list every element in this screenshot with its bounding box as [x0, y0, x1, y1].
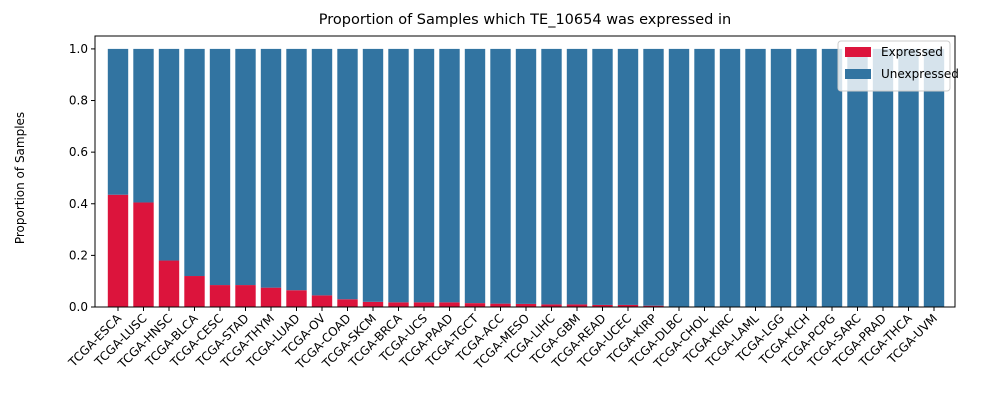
- bar-unexpressed-tcga-hnsc: [158, 48, 180, 261]
- y-tick-label: 0.8: [69, 94, 88, 108]
- legend-swatch-expressed: [845, 47, 871, 57]
- bar-expressed-tcga-brca: [388, 302, 409, 307]
- bar-expressed-tcga-blca: [184, 276, 205, 307]
- bar-expressed-tcga-skcm: [362, 301, 384, 307]
- bar-unexpressed-tcga-uvm: [923, 48, 945, 308]
- bar-expressed-tcga-thym: [260, 287, 282, 307]
- bar-unexpressed-tcga-kich: [796, 48, 817, 308]
- legend: Expressed Unexpressed: [837, 40, 959, 92]
- bar-unexpressed-tcga-read: [592, 48, 613, 305]
- bar-expressed-tcga-ov: [311, 295, 333, 307]
- bar-unexpressed-tcga-cesc: [209, 48, 231, 286]
- bar-expressed-tcga-acc: [490, 303, 511, 307]
- bar-expressed-tcga-ucs: [413, 302, 435, 307]
- bar-unexpressed-tcga-chol: [694, 48, 715, 308]
- bar-unexpressed-tcga-acc: [490, 48, 511, 304]
- bar-expressed-tcga-tgct: [464, 303, 486, 307]
- bar-expressed-tcga-lusc: [133, 202, 154, 307]
- bar-expressed-tcga-gbm: [566, 304, 588, 307]
- bar-expressed-tcga-kirp: [643, 305, 664, 307]
- bar-unexpressed-tcga-coad: [337, 48, 358, 300]
- bar-unexpressed-tcga-ucec: [617, 48, 639, 305]
- bar-unexpressed-tcga-luad: [286, 48, 307, 291]
- bar-unexpressed-tcga-pcpg: [821, 48, 843, 308]
- bar-unexpressed-tcga-thca: [898, 48, 919, 308]
- bar-unexpressed-tcga-tgct: [464, 48, 486, 304]
- chart-title: Proportion of Samples which TE_10654 was…: [319, 12, 731, 28]
- bar-unexpressed-tcga-blca: [184, 48, 205, 277]
- bar-expressed-tcga-lihc: [541, 304, 562, 307]
- bar-unexpressed-tcga-gbm: [566, 48, 588, 305]
- bar-unexpressed-tcga-lusc: [133, 48, 154, 203]
- y-tick-label: 0.0: [69, 300, 88, 314]
- bar-unexpressed-tcga-kirp: [643, 48, 664, 306]
- bar-expressed-tcga-ucec: [617, 304, 639, 307]
- legend-label-unexpressed: Unexpressed: [881, 67, 959, 81]
- bar-expressed-tcga-read: [592, 304, 613, 307]
- bar-expressed-tcga-meso: [515, 303, 537, 307]
- bar-expressed-tcga-stad: [235, 285, 256, 307]
- bar-expressed-tcga-hnsc: [158, 260, 180, 307]
- bar-expressed-tcga-cesc: [209, 285, 231, 307]
- bars-group: [107, 48, 945, 308]
- bar-expressed-tcga-coad: [337, 299, 358, 307]
- y-tick-label: 0.6: [69, 145, 88, 159]
- plot-frame: [94, 35, 956, 308]
- bar-expressed-tcga-paad: [439, 302, 460, 307]
- bar-unexpressed-tcga-skcm: [362, 48, 384, 302]
- bar-unexpressed-tcga-sarc: [847, 48, 868, 308]
- bar-unexpressed-tcga-kirc: [719, 48, 741, 308]
- y-axis: 0.0 0.2 0.4 0.6 0.8 1.0: [69, 42, 95, 314]
- bar-unexpressed-tcga-lihc: [541, 48, 562, 305]
- y-axis-label: Proportion of Samples: [13, 112, 27, 244]
- bar-unexpressed-tcga-laml: [745, 48, 766, 308]
- bar-expressed-tcga-esca: [107, 194, 129, 307]
- bar-unexpressed-tcga-brca: [388, 48, 409, 303]
- y-tick-label: 0.2: [69, 248, 88, 262]
- bar-unexpressed-tcga-ov: [311, 48, 333, 296]
- legend-label-expressed: Expressed: [881, 45, 943, 59]
- bar-unexpressed-tcga-stad: [235, 48, 256, 286]
- x-axis: TCGA-ESCATCGA-LUSCTCGA-HNSCTCGA-BLCATCGA…: [65, 307, 940, 372]
- bar-unexpressed-tcga-meso: [515, 48, 537, 304]
- y-tick-label: 0.4: [69, 197, 88, 211]
- bar-unexpressed-tcga-prad: [872, 48, 894, 308]
- bar-unexpressed-tcga-dlbc: [668, 48, 690, 308]
- bar-unexpressed-tcga-thym: [260, 48, 282, 288]
- legend-swatch-unexpressed: [845, 69, 871, 79]
- bar-unexpressed-tcga-ucs: [413, 48, 435, 303]
- bar-unexpressed-tcga-paad: [439, 48, 460, 303]
- bar-unexpressed-tcga-lgg: [770, 48, 792, 308]
- y-tick-label: 1.0: [69, 42, 88, 56]
- bar-unexpressed-tcga-esca: [107, 48, 129, 195]
- bar-expressed-tcga-luad: [286, 290, 307, 307]
